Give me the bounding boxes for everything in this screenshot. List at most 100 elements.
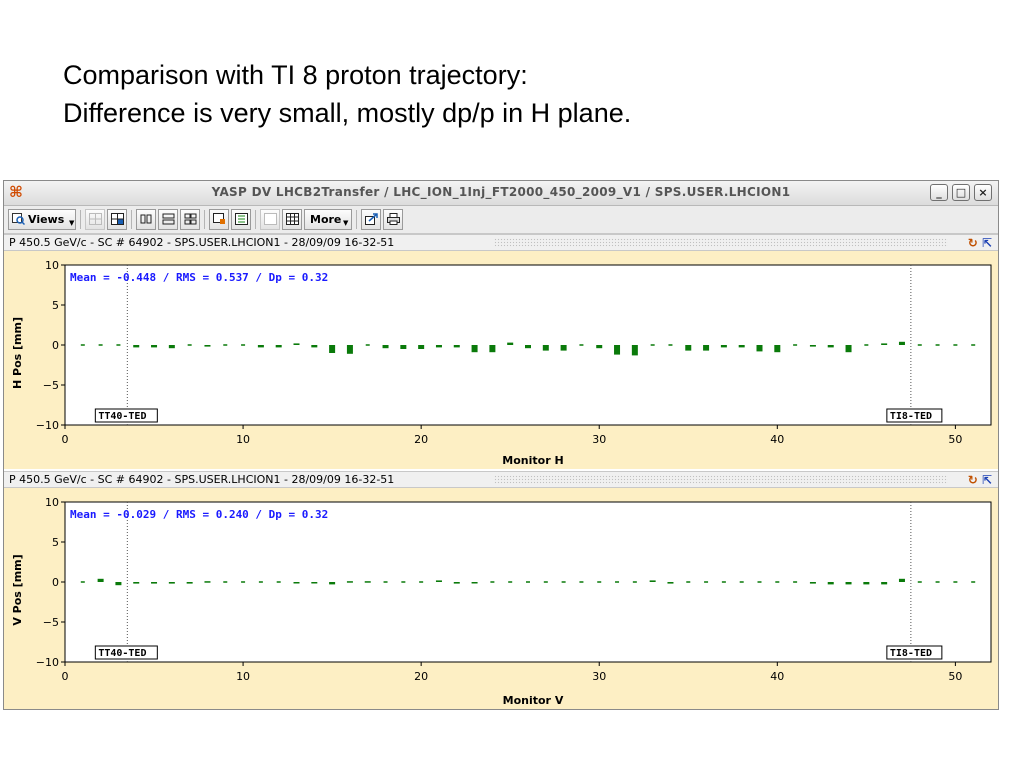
maximize-button[interactable]: □: [952, 184, 970, 201]
v-bar-17: [364, 581, 371, 583]
more-button[interactable]: More ▼: [304, 209, 352, 230]
h-ylabel: H Pos [mm]: [11, 317, 24, 389]
close-button[interactable]: ×: [974, 184, 992, 201]
v-bar-35: [686, 581, 691, 583]
panel-v-header-dots: [494, 475, 948, 484]
list-icon: [235, 213, 248, 225]
v-bar-24: [490, 581, 495, 583]
v-bar-37: [721, 581, 726, 583]
v-bar-5: [151, 582, 158, 584]
h-bar-49: [935, 344, 940, 346]
minimize-button[interactable]: _: [930, 184, 948, 201]
v-position-chart[interactable]: −10 −5 0 5 10 0 10 20 30 40 50 TT40-TED TI8-TED Mean…: [4, 488, 998, 709]
h-bar-8: [204, 345, 211, 347]
h-xtick-label: 0: [62, 433, 69, 446]
v-bar-4: [133, 582, 140, 584]
panel-v-refresh-icon[interactable]: ↻: [967, 473, 978, 487]
h-marker-box: [94, 408, 158, 423]
v-bar-1: [80, 581, 85, 583]
columns-icon: [140, 214, 152, 224]
more-dropdown-icon: ▼: [343, 219, 349, 227]
layout-grid-button[interactable]: [85, 209, 105, 230]
panel-v-plot-area: −10 −5 0 5 10 0 10 20 30 40 50 TT40-TED TI8-TED Mean…: [4, 488, 998, 709]
yasp-window: ⌘ YASP DV LHCB2Transfer / LHC_ION_1Inj_F…: [3, 180, 999, 710]
v-bar-10: [241, 581, 246, 583]
print-button[interactable]: [383, 209, 403, 230]
views-label: Views: [28, 213, 65, 226]
v-bar-32: [632, 581, 637, 583]
toolbar: Views ▼: [4, 206, 998, 234]
panel-h-header: P 450.5 GeV/c - SC # 64902 - SPS.USER.LH…: [4, 234, 998, 251]
v-chart-axes: −10 −5 0 5 10 0 10 20 30 40 50 TT40-TED TI8-TED: [36, 496, 992, 683]
toolbar-separator: [131, 210, 132, 229]
v-bar-7: [186, 582, 193, 584]
h-bar-10: [241, 344, 246, 346]
h-bar-51: [971, 344, 976, 346]
panel-v-detach-icon[interactable]: ⇱: [981, 473, 992, 487]
v-bar-28: [561, 581, 566, 583]
more-label: More: [310, 213, 342, 226]
h-xtick-label: 30: [592, 433, 606, 446]
grid-icon: [89, 213, 102, 225]
v-bar-2: [97, 578, 104, 582]
v-marker-ti8-ted: TI8-TED: [886, 645, 943, 660]
h-bar-5: [151, 345, 158, 348]
table-view-button[interactable]: [282, 209, 302, 230]
panel-h-refresh-icon[interactable]: ↻: [967, 236, 978, 250]
v-ytick-label: −10: [36, 656, 59, 669]
window-titlebar[interactable]: ⌘ YASP DV LHCB2Transfer / LHC_ION_1Inj_F…: [4, 181, 998, 206]
yasp-app-icon[interactable]: ⌘: [9, 183, 23, 201]
v-bar-16: [346, 581, 353, 583]
h-position-chart[interactable]: −10 −5 0 5 10 0 10 20 30 40 50 TT40-TED TI8-TED Mean…: [4, 251, 998, 469]
h-xlabel: Monitor H: [502, 454, 563, 467]
h-marker-label: TT40-TED: [98, 411, 146, 422]
h-bar-41: [793, 344, 798, 346]
v-bar-48: [917, 581, 922, 583]
v-bar-13: [293, 582, 300, 584]
h-bar-43: [827, 345, 834, 348]
export-button[interactable]: [361, 209, 381, 230]
h-bar-21: [435, 345, 442, 348]
h-bar-15: [329, 345, 336, 353]
h-bar-38: [738, 345, 745, 348]
views-icon: [12, 213, 25, 225]
tiles-button[interactable]: [180, 209, 200, 230]
v-bar-15: [329, 582, 336, 585]
v-bar-3: [115, 582, 122, 586]
h-bar-35: [685, 345, 692, 351]
views-button[interactable]: Views ▼: [8, 209, 76, 230]
h-bar-3: [116, 344, 121, 346]
h-bar-33: [650, 344, 655, 346]
v-bar-46: [881, 582, 888, 585]
h-bar-23: [471, 345, 478, 353]
h-marker-tt40-ted: TT40-TED: [94, 408, 158, 423]
h-bar-32: [631, 345, 638, 356]
v-xtick-label: 50: [948, 670, 962, 683]
v-bar-26: [526, 581, 530, 583]
v-bar-49: [935, 581, 940, 583]
h-bar-18: [382, 345, 389, 349]
panel-h-plot-area: −10 −5 0 5 10 0 10 20 30 40 50 TT40-TED TI8-TED Mean…: [4, 251, 998, 469]
edit-panel-button[interactable]: [209, 209, 229, 230]
h-bar-30: [596, 345, 603, 349]
v-ytick-label: 0: [52, 576, 59, 589]
table-icon: [286, 213, 299, 225]
list-view-button[interactable]: [231, 209, 251, 230]
rows-button[interactable]: [158, 209, 178, 230]
caption-line-1: Comparison with TI 8 proton trajectory:: [63, 60, 528, 90]
panel-h-detach-icon[interactable]: ⇱: [981, 236, 992, 250]
h-bar-44: [845, 345, 852, 353]
v-bar-43: [827, 582, 834, 585]
blank-panel-button[interactable]: [260, 209, 280, 230]
split-layout-icon: [111, 213, 124, 225]
columns-button[interactable]: [136, 209, 156, 230]
v-bar-8: [204, 581, 211, 583]
layout-split-button[interactable]: [107, 209, 127, 230]
blank-panel-icon: [264, 213, 277, 225]
h-ytick-label: −5: [43, 379, 59, 392]
h-bar-50: [953, 344, 958, 346]
v-bar-25: [508, 581, 513, 583]
panel-h-header-text: P 450.5 GeV/c - SC # 64902 - SPS.USER.LH…: [9, 235, 399, 250]
h-bar-29: [579, 344, 584, 346]
v-bar-40: [775, 581, 780, 583]
